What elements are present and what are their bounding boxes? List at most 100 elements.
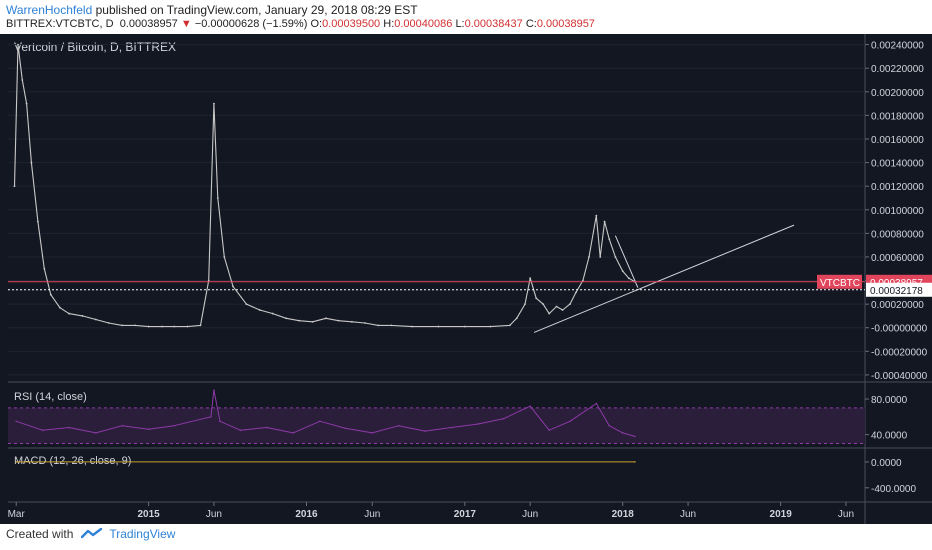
rsi-band — [8, 407, 865, 444]
price-point — [223, 256, 226, 258]
trendline[interactable] — [533, 224, 795, 333]
rsi-point — [608, 424, 611, 427]
rsi-point — [210, 416, 212, 418]
price-point — [377, 324, 380, 327]
open-label: O: — [310, 18, 323, 30]
low-label: L: — [455, 18, 465, 30]
price-point — [364, 322, 366, 324]
price-point — [489, 325, 492, 328]
price-point — [599, 256, 602, 258]
price-point — [437, 325, 440, 328]
macd-tick-label: -400.0000 — [871, 484, 916, 495]
rsi-title: RSI (14, close) — [14, 391, 87, 403]
price-point — [311, 320, 314, 323]
price-point — [508, 324, 511, 327]
price-tick-label: 0.00180000 — [871, 111, 924, 122]
price-point — [582, 279, 584, 282]
price-point — [107, 322, 110, 324]
trend-drawings[interactable] — [533, 224, 795, 333]
tradingview-brand-link[interactable]: TradingView — [109, 527, 176, 541]
rsi-point — [371, 432, 374, 434]
open-value: 0.00039500 — [322, 18, 381, 30]
chart-background — [0, 34, 932, 524]
time-tick-label: 2017 — [454, 509, 477, 520]
macd-pane: 0.0000 -400.0000 — [15, 458, 916, 495]
price-tick-label: -0.00000000 — [871, 324, 928, 335]
low-value: 0.00038437 — [464, 18, 523, 30]
price-tick-label: 0.00120000 — [871, 182, 924, 193]
close-label: C: — [525, 18, 537, 30]
ohlc-bar: BITTREX:VTCBTC, D 0.00038957 ▼ −0.000006… — [6, 18, 595, 30]
price-point — [627, 277, 630, 280]
time-tick-label: 2019 — [770, 509, 793, 520]
price-point — [245, 303, 248, 306]
price-point — [542, 303, 545, 306]
rsi-point — [41, 429, 44, 431]
price-point — [216, 197, 219, 199]
price-tick-label: 0.00220000 — [871, 64, 924, 75]
time-tick-label: Mar — [8, 509, 26, 520]
rsi-point — [569, 420, 571, 423]
horizontal-line-value: 0.00032178 — [870, 286, 923, 297]
price-point — [186, 325, 189, 328]
price-point — [298, 319, 301, 322]
price-point — [232, 285, 234, 288]
price-point — [575, 291, 577, 294]
last-value: 0.00038957 — [119, 18, 178, 30]
price-point — [258, 309, 261, 311]
price-chart[interactable]: Vertcoin / Bitcoin, D, BITTREX 0.0024000… — [0, 34, 932, 524]
rsi-point — [213, 389, 215, 391]
price-tick-label: 0.00020000 — [871, 300, 924, 311]
rsi-point — [292, 432, 294, 434]
price-point — [325, 317, 327, 320]
price-point — [595, 214, 598, 217]
rsi-point — [147, 428, 150, 431]
price-point — [43, 267, 46, 270]
rsi-point — [397, 424, 400, 427]
rsi-point — [68, 426, 70, 429]
price-point — [17, 43, 19, 46]
time-tick-label: 2015 — [137, 509, 160, 520]
price-point — [49, 293, 52, 296]
price-point — [161, 325, 163, 328]
price-point — [608, 238, 611, 241]
chart-title: Vertcoin / Bitcoin, D, BITTREX — [14, 40, 176, 54]
macd-title: MACD (12, 26, close, 9) — [14, 455, 131, 467]
price-point — [351, 320, 353, 323]
price-point — [524, 303, 526, 306]
time-tick-label: Jun — [364, 509, 380, 520]
price-point — [213, 102, 215, 105]
price-point — [81, 315, 84, 317]
publish-info: WarrenHochfeld published on TradingView.… — [6, 3, 418, 17]
price-point — [515, 317, 518, 320]
price-point — [36, 220, 39, 223]
rsi-point — [239, 429, 242, 431]
price-markers: 0.00038957VTCBTC0.00032178 — [8, 274, 932, 297]
price-tick-label: -0.00040000 — [871, 371, 928, 382]
change-value: −0.00000628 (−1.59%) — [194, 18, 308, 30]
price-point — [535, 297, 538, 300]
symbol-label: BITTREX:VTCBTC, D — [6, 18, 114, 30]
price-point — [207, 279, 210, 282]
macd-point — [634, 461, 636, 463]
symbol-badge-label: VTCBTC — [820, 278, 860, 289]
rsi-point — [450, 426, 453, 429]
price-tick-label: 0.00060000 — [871, 253, 924, 264]
macd-point — [15, 461, 18, 463]
price-point — [199, 324, 202, 327]
price-point — [134, 324, 137, 327]
rsi-point — [502, 417, 505, 420]
triangle-resistance-line[interactable] — [614, 235, 639, 288]
price-point — [121, 324, 124, 327]
price-point — [59, 306, 61, 309]
symbol-badge — [817, 274, 862, 289]
price-point — [337, 319, 340, 322]
author-link[interactable]: WarrenHochfeld — [6, 3, 93, 17]
rsi-point — [173, 424, 175, 427]
macd-tick-label: 0.0000 — [871, 458, 902, 469]
price-point — [555, 305, 558, 308]
price-y-axis: 0.00240000 0.00220000 0.00200000 0.00180000… — [8, 41, 928, 382]
price-tick-label: 0.00240000 — [871, 41, 924, 52]
rsi-point — [548, 429, 550, 431]
price-point — [561, 309, 564, 311]
